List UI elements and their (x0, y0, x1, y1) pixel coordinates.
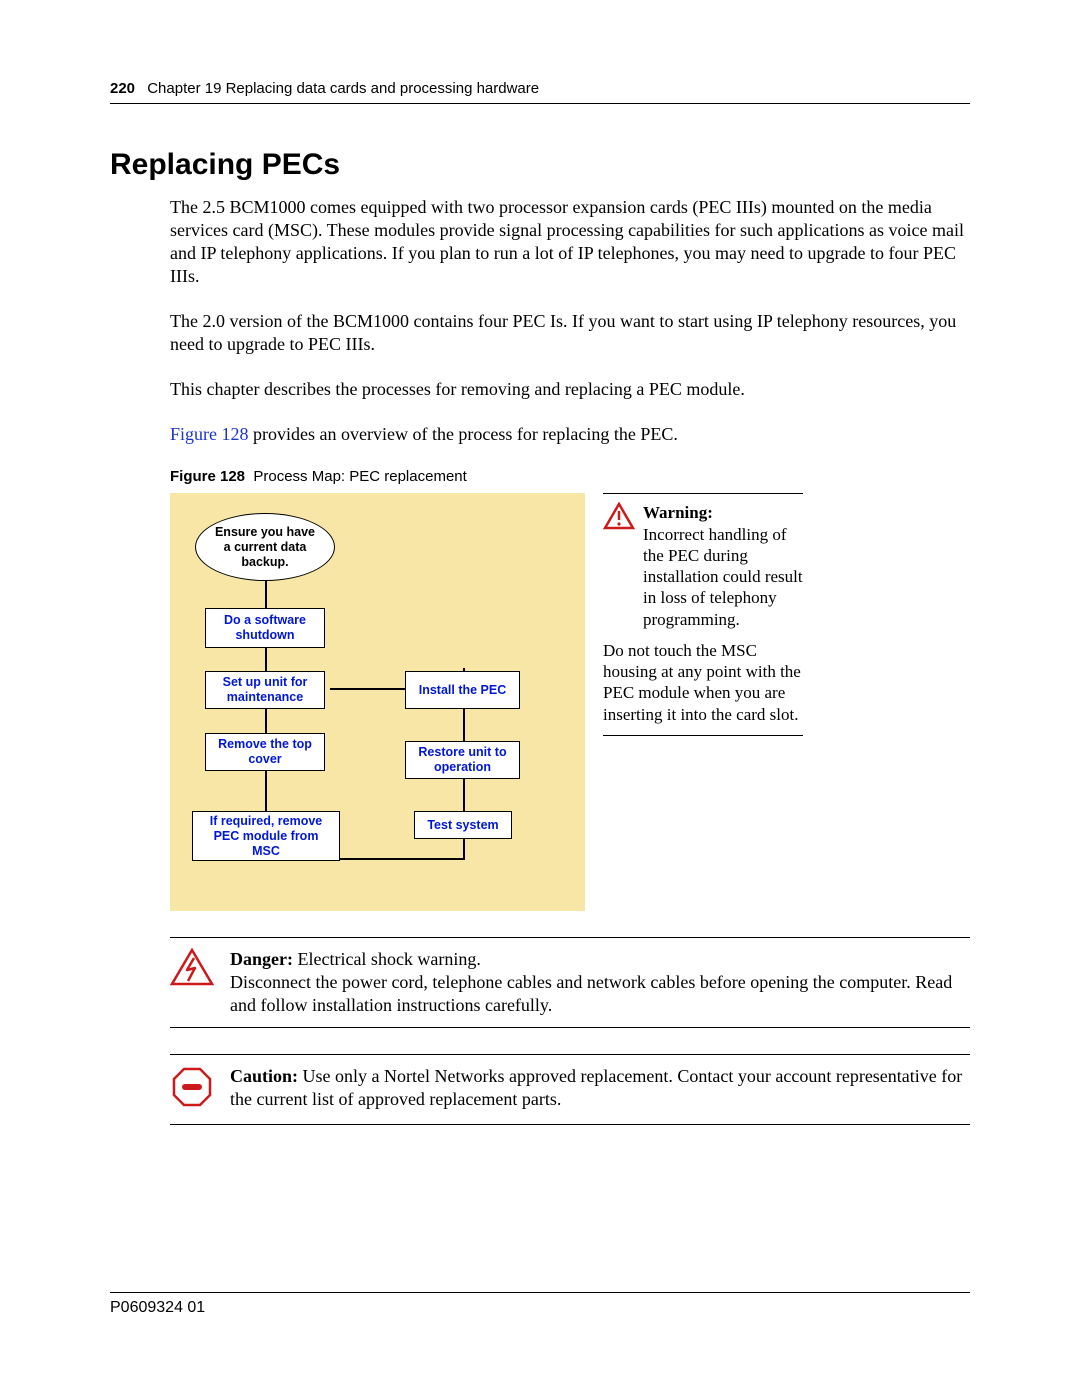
flow-box-restore[interactable]: Restore unit to operation (405, 741, 520, 779)
figure-caption: Figure 128 Process Map: PEC replacement (170, 468, 970, 485)
flow-start-ellipse: Ensure you have a current data backup. (195, 513, 335, 581)
side-warning-box: Warning: Incorrect handling of the PEC d… (603, 493, 803, 736)
doc-number: P0609324 01 (110, 1299, 205, 1316)
page-footer: P0609324 01 (110, 1292, 970, 1317)
warning-rule-top (603, 493, 803, 494)
flow-line (330, 688, 405, 690)
caution-callout: Caution: Use only a Nortel Networks appr… (170, 1054, 970, 1125)
warning-triangle-icon (603, 502, 635, 530)
caution-stop-icon (170, 1065, 214, 1114)
flow-box-test[interactable]: Test system (414, 811, 512, 839)
shock-icon (170, 948, 214, 1017)
figure-label: Figure 128 (170, 468, 245, 485)
chapter-title: Chapter 19 Replacing data cards and proc… (147, 80, 539, 97)
paragraph-2: The 2.0 version of the BCM1000 contains … (170, 310, 970, 356)
caution-rule-bottom (170, 1124, 970, 1125)
flow-box-remove-cover[interactable]: Remove the top cover (205, 733, 325, 771)
figure-reference-link[interactable]: Figure 128 (170, 424, 249, 444)
page-number: 220 (110, 80, 135, 97)
header-rule (110, 103, 970, 104)
danger-text: Danger: Electrical shock warning. Discon… (230, 948, 970, 1017)
caution-row: Caution: Use only a Nortel Networks appr… (170, 1055, 970, 1124)
paragraph-3: This chapter describes the processes for… (170, 378, 970, 401)
flow-box-remove-pec[interactable]: If required, remove PEC module from MSC (192, 811, 340, 861)
section-heading: Replacing PECs (110, 148, 970, 182)
page-header: 220 Chapter 19 Replacing data cards and … (110, 80, 970, 103)
paragraph-4: Figure 128 provides an overview of the p… (170, 423, 970, 446)
danger-rule-bottom (170, 1027, 970, 1028)
paragraph-4-rest: provides an overview of the process for … (249, 424, 678, 444)
flow-box-shutdown[interactable]: Do a software shutdown (205, 608, 325, 648)
caution-body: Use only a Nortel Networks approved repl… (230, 1066, 962, 1109)
danger-span: Electrical shock warning. (293, 949, 481, 969)
warning-row: Warning: Incorrect handling of the PEC d… (603, 502, 803, 630)
caution-text: Caution: Use only a Nortel Networks appr… (230, 1065, 970, 1114)
paragraph-1: The 2.5 BCM1000 comes equipped with two … (170, 196, 970, 288)
flow-box-install-pec[interactable]: Install the PEC (405, 671, 520, 709)
warning-text-1: Warning: Incorrect handling of the PEC d… (643, 502, 803, 630)
danger-callout: Danger: Electrical shock warning. Discon… (170, 937, 970, 1028)
flow-box-maintenance[interactable]: Set up unit for maintenance (205, 671, 325, 709)
page: 220 Chapter 19 Replacing data cards and … (0, 0, 1080, 1185)
warning-p2: Do not touch the MSC housing at any poin… (603, 640, 803, 725)
caution-label: Caution: (230, 1066, 298, 1086)
warning-p1: Incorrect handling of the PEC during ins… (643, 525, 803, 629)
danger-body: Disconnect the power cord, telephone cab… (230, 972, 952, 1015)
figure-row: Ensure you have a current data backup. D… (170, 493, 970, 911)
warning-heading: Warning: (643, 503, 713, 522)
danger-row: Danger: Electrical shock warning. Discon… (170, 938, 970, 1027)
flowchart-diagram: Ensure you have a current data backup. D… (170, 493, 585, 911)
figure-title: Process Map: PEC replacement (253, 468, 466, 485)
warning-rule-bottom (603, 735, 803, 736)
danger-label: Danger: (230, 949, 293, 969)
